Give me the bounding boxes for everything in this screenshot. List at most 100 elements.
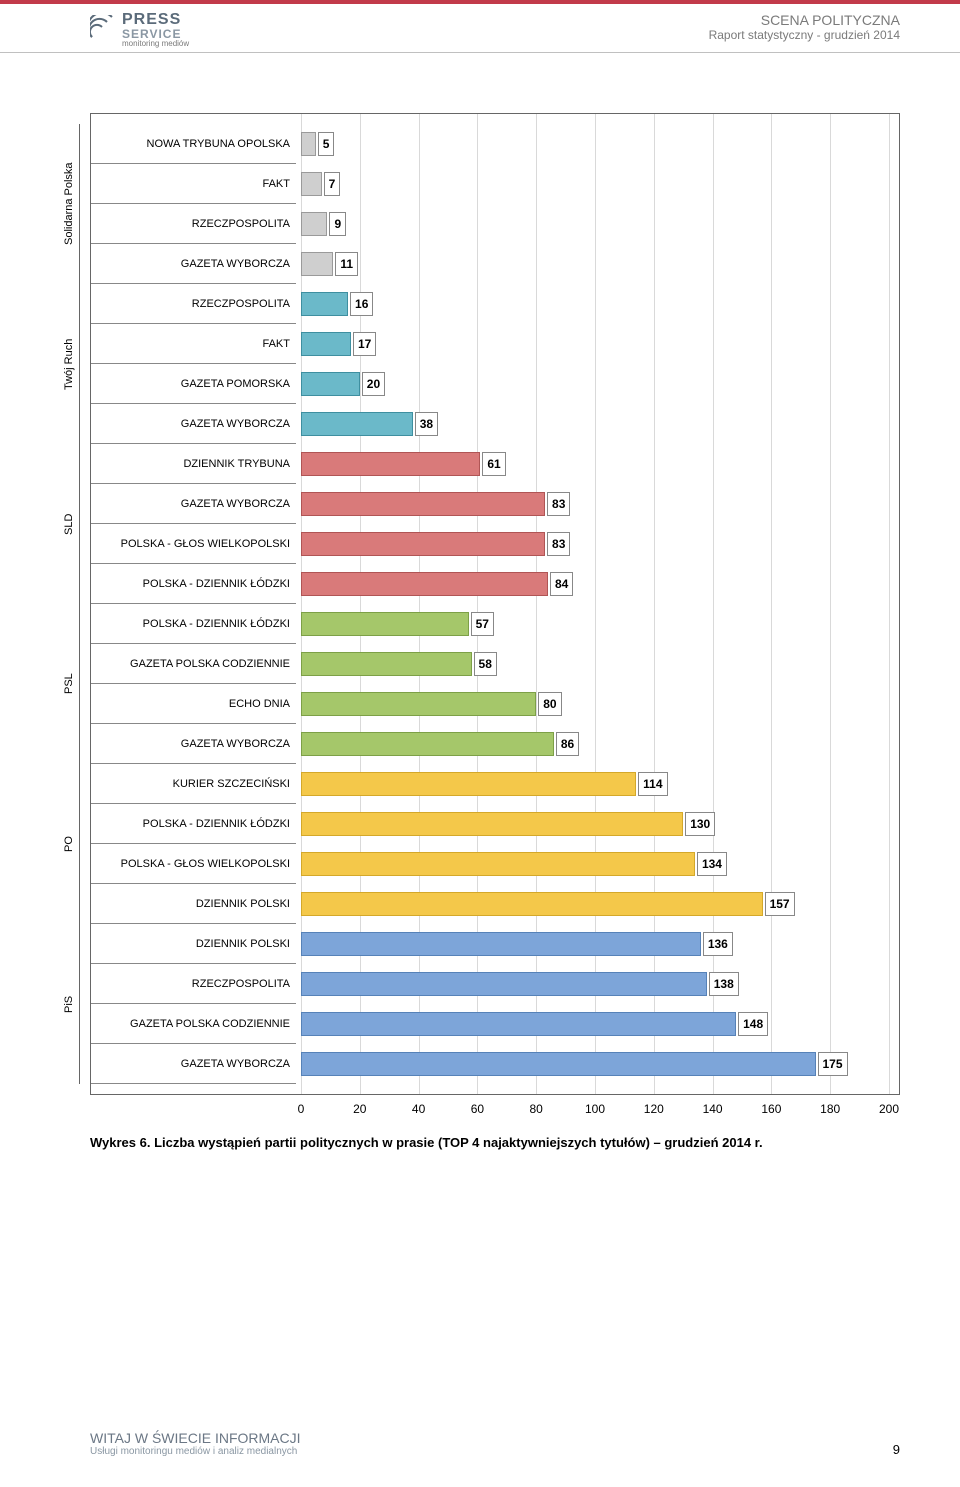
x-tick-label: 200 xyxy=(879,1102,899,1116)
bar-label: NOWA TRYBUNA OPOLSKA xyxy=(91,124,296,164)
bar xyxy=(301,1012,736,1036)
bar-value: 175 xyxy=(818,1052,848,1076)
x-tick-label: 180 xyxy=(820,1102,840,1116)
bar-track: 11 xyxy=(301,252,889,276)
x-tick-label: 160 xyxy=(761,1102,781,1116)
bar xyxy=(301,172,322,196)
bar-label: GAZETA WYBORCZA xyxy=(91,724,296,764)
group-label: PiS xyxy=(63,924,75,1084)
bar-track: 134 xyxy=(301,852,889,876)
bar-value: 83 xyxy=(547,492,570,516)
x-tick-label: 120 xyxy=(644,1102,664,1116)
x-tick-label: 80 xyxy=(530,1102,543,1116)
bar-label: FAKT xyxy=(91,164,296,204)
bar-value: 38 xyxy=(415,412,438,436)
bar xyxy=(301,692,536,716)
group-label: SLD xyxy=(63,444,75,604)
bar-label: POLSKA - DZIENNIK ŁÓDZKI xyxy=(91,604,296,644)
bar xyxy=(301,772,636,796)
bar-track: 5 xyxy=(301,132,889,156)
bar-value: 7 xyxy=(324,172,341,196)
header-right: SCENA POLITYCZNA Raport statystyczny - g… xyxy=(709,12,900,42)
bar-track: 38 xyxy=(301,412,889,436)
bar-track: 61 xyxy=(301,452,889,476)
bar-label: GAZETA WYBORCZA xyxy=(91,484,296,524)
bar-track: 84 xyxy=(301,572,889,596)
logo-icon xyxy=(90,15,116,46)
page-footer: WITAJ W ŚWIECIE INFORMACJI Usługi monito… xyxy=(0,1430,960,1487)
bar-label: GAZETA WYBORCZA xyxy=(91,1044,296,1084)
bar-value: 5 xyxy=(318,132,335,156)
bar-value: 148 xyxy=(738,1012,768,1036)
x-tick-label: 20 xyxy=(353,1102,366,1116)
bar-label: GAZETA WYBORCZA xyxy=(91,404,296,444)
footer-tagline: WITAJ W ŚWIECIE INFORMACJI Usługi monito… xyxy=(90,1430,301,1457)
group-brace xyxy=(79,764,80,924)
group-label: PO xyxy=(63,764,75,924)
bar-value: 61 xyxy=(482,452,505,476)
bar-value: 80 xyxy=(538,692,561,716)
bar-label: ECHO DNIA xyxy=(91,684,296,724)
bar-track: 138 xyxy=(301,972,889,996)
bar xyxy=(301,652,472,676)
document-title: SCENA POLITYCZNA xyxy=(709,12,900,28)
chart-caption: Wykres 6. Liczba wystąpień partii polity… xyxy=(90,1135,900,1150)
logo-text-1: PRESS xyxy=(122,12,189,28)
bar-track: 83 xyxy=(301,532,889,556)
bar-value: 157 xyxy=(765,892,795,916)
group-brace xyxy=(79,284,80,444)
bar-value: 57 xyxy=(471,612,494,636)
chart-container: 020406080100120140160180200 NOWA TRYBUNA… xyxy=(90,113,900,1095)
bar-label: DZIENNIK TRYBUNA xyxy=(91,444,296,484)
bar xyxy=(301,972,707,996)
caption-text: Wykres 6. Liczba wystąpień partii polity… xyxy=(90,1135,763,1150)
document-subtitle: Raport statystyczny - grudzień 2014 xyxy=(709,28,900,42)
bar xyxy=(301,332,351,356)
bar xyxy=(301,132,316,156)
bar-label: POLSKA - DZIENNIK ŁÓDZKI xyxy=(91,804,296,844)
group-brace xyxy=(79,444,80,604)
gridline xyxy=(889,114,890,1094)
group-label: Twój Ruch xyxy=(63,284,75,444)
bar-value: 138 xyxy=(709,972,739,996)
bar-value: 84 xyxy=(550,572,573,596)
bar xyxy=(301,532,545,556)
bar-value: 134 xyxy=(697,852,727,876)
bar-track: 9 xyxy=(301,212,889,236)
bar-value: 58 xyxy=(474,652,497,676)
bar-label: KURIER SZCZECIŃSKI xyxy=(91,764,296,804)
bar-value: 11 xyxy=(335,252,358,276)
bar-label: FAKT xyxy=(91,324,296,364)
bar-track: 130 xyxy=(301,812,889,836)
bar-label: DZIENNIK POLSKI xyxy=(91,924,296,964)
group-brace xyxy=(79,604,80,764)
x-tick-label: 100 xyxy=(585,1102,605,1116)
bar-track: 136 xyxy=(301,932,889,956)
bar-value: 136 xyxy=(703,932,733,956)
bar-track: 7 xyxy=(301,172,889,196)
bar xyxy=(301,572,548,596)
bar xyxy=(301,1052,816,1076)
footer-line2: Usługi monitoringu mediów i analiz media… xyxy=(90,1446,301,1457)
bar-track: 157 xyxy=(301,892,889,916)
bar-label: GAZETA POLSKA CODZIENNIE xyxy=(91,644,296,684)
bar-track: 83 xyxy=(301,492,889,516)
bar-label: RZECZPOSPOLITA xyxy=(91,204,296,244)
bar xyxy=(301,892,763,916)
bar-label: RZECZPOSPOLITA xyxy=(91,964,296,1004)
bar-value: 17 xyxy=(353,332,376,356)
x-tick-label: 40 xyxy=(412,1102,425,1116)
bar-label: RZECZPOSPOLITA xyxy=(91,284,296,324)
bar xyxy=(301,292,348,316)
bar-label: POLSKA - GŁOS WIELKOPOLSKI xyxy=(91,844,296,884)
bar-track: 114 xyxy=(301,772,889,796)
bar-value: 83 xyxy=(547,532,570,556)
group-label: Solidarna Polska xyxy=(63,124,75,284)
group-label: PSL xyxy=(63,604,75,764)
bar-track: 17 xyxy=(301,332,889,356)
bar-label: POLSKA - DZIENNIK ŁÓDZKI xyxy=(91,564,296,604)
bar xyxy=(301,612,469,636)
bar xyxy=(301,452,480,476)
bar xyxy=(301,492,545,516)
bar xyxy=(301,812,683,836)
